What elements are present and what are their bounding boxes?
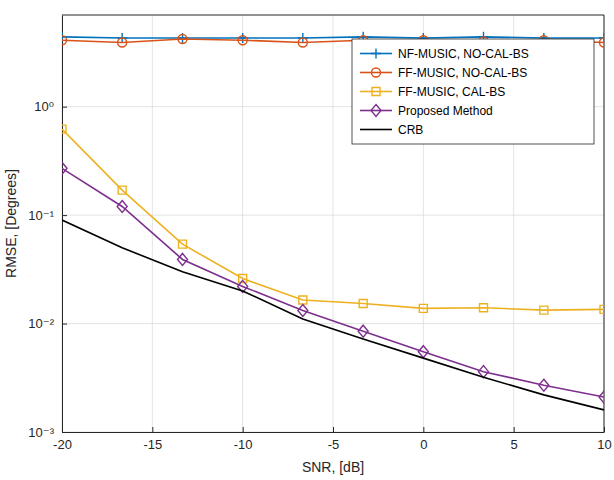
tick-label: 10⁻³: [28, 425, 54, 440]
legend-line: [360, 110, 392, 112]
tick-mark: [62, 107, 67, 108]
tick-mark: [152, 427, 153, 432]
tick-mark: [62, 215, 67, 216]
x-axis: -20 -15 -10 -5 0 5 10: [53, 427, 612, 452]
frame: [62, 15, 604, 16]
tick-label: -10: [234, 437, 253, 452]
marker: [418, 346, 428, 358]
tick: -5: [328, 427, 340, 452]
tick: 10⁰: [34, 99, 67, 114]
grid-line-x: [242, 15, 243, 432]
legend-label: FF-MUSIC, CAL-BS: [398, 85, 505, 99]
marker: [62, 125, 66, 133]
legend-label: FF-MUSIC, NO-CAL-BS: [398, 66, 527, 80]
tick-mark: [514, 427, 515, 432]
tick-label: 10: [597, 437, 611, 452]
legend-line: [360, 129, 392, 131]
grid-line-y: [62, 215, 604, 216]
tick-label: 10⁰: [34, 99, 54, 114]
legend-label: CRB: [398, 123, 423, 137]
marker: [299, 296, 307, 304]
marker: [238, 36, 247, 45]
tick-mark: [62, 324, 67, 325]
legend-marker: [371, 49, 381, 59]
marker: [178, 35, 187, 44]
grid-line-x: [62, 15, 63, 432]
tick: -15: [143, 427, 162, 452]
marker: [539, 379, 549, 391]
legend-label: NF-MUSIC, NO-CAL-BS: [398, 47, 529, 61]
marker: [419, 304, 427, 312]
marker: [298, 38, 307, 47]
series-line: [62, 129, 604, 310]
tick: 10⁻³: [28, 425, 67, 440]
frame: [604, 15, 605, 432]
legend-line: [360, 72, 392, 74]
marker: [178, 253, 188, 265]
legend-marker: [372, 88, 380, 96]
marker: [599, 38, 604, 47]
marker: [118, 186, 126, 194]
marker: [358, 325, 368, 337]
grid-line-x: [604, 15, 605, 432]
tick: 5: [511, 427, 518, 452]
x-axis-title: SNR, [dB]: [302, 459, 364, 475]
grid-line-y: [62, 323, 604, 324]
tick-mark: [243, 427, 244, 432]
tick-label: -20: [53, 437, 72, 452]
grid-line-x: [152, 15, 153, 432]
tick-mark: [333, 427, 334, 432]
tick-label: 10⁻²: [28, 316, 54, 331]
marker: [62, 36, 67, 45]
grid-line-x: [333, 15, 334, 432]
chart: -20 -15 -10 -5 0 5 10 10⁻³ 10⁻² 10⁻¹ 10⁰ NF-MUSIC, …: [0, 0, 614, 480]
y-axis-title: RMSE, [Degrees]: [3, 169, 19, 278]
series-line: [62, 168, 604, 397]
plot: -20 -15 -10 -5 0 5 10 10⁻³ 10⁻² 10⁻¹ 10⁰ NF-MUSIC, …: [28, 15, 611, 452]
tick-label: 5: [511, 437, 518, 452]
tick: -10: [234, 427, 253, 452]
grid: [62, 15, 604, 432]
tick-label: 0: [420, 437, 427, 452]
legend-box: [352, 39, 594, 144]
series-line: [62, 37, 604, 38]
legend-marker: [371, 68, 380, 77]
marker: [118, 38, 127, 47]
marker: [479, 304, 487, 312]
marker: [298, 304, 308, 316]
tick-mark: [423, 427, 424, 432]
y-axis: 10⁻³ 10⁻² 10⁻¹ 10⁰: [28, 16, 67, 440]
data-area: [62, 32, 604, 410]
legend-marker: [371, 105, 381, 117]
tick: 10⁻²: [28, 316, 67, 331]
marker: [62, 162, 67, 174]
tick-label: -5: [328, 437, 340, 452]
axis-line: [63, 432, 605, 433]
legend-label: Proposed Method: [398, 104, 493, 118]
marker: [179, 240, 187, 248]
tick: 0: [420, 427, 427, 452]
tick-mark: [62, 432, 67, 433]
tick-label: 10⁻¹: [28, 208, 54, 223]
tick-label: -15: [143, 437, 162, 452]
legend-line: [360, 91, 392, 93]
axis-line: [62, 16, 63, 433]
plot-background: [62, 15, 604, 432]
marker: [600, 305, 604, 313]
marker: [117, 201, 127, 213]
series-line: [62, 220, 604, 410]
legend: NF-MUSIC, NO-CAL-BS FF-MUSIC, NO-CAL-BS FF…: [352, 39, 594, 144]
tick: 10⁻¹: [28, 208, 67, 223]
marker: [540, 306, 548, 314]
marker: [359, 300, 367, 308]
marker: [178, 33, 188, 43]
marker: [599, 391, 604, 403]
